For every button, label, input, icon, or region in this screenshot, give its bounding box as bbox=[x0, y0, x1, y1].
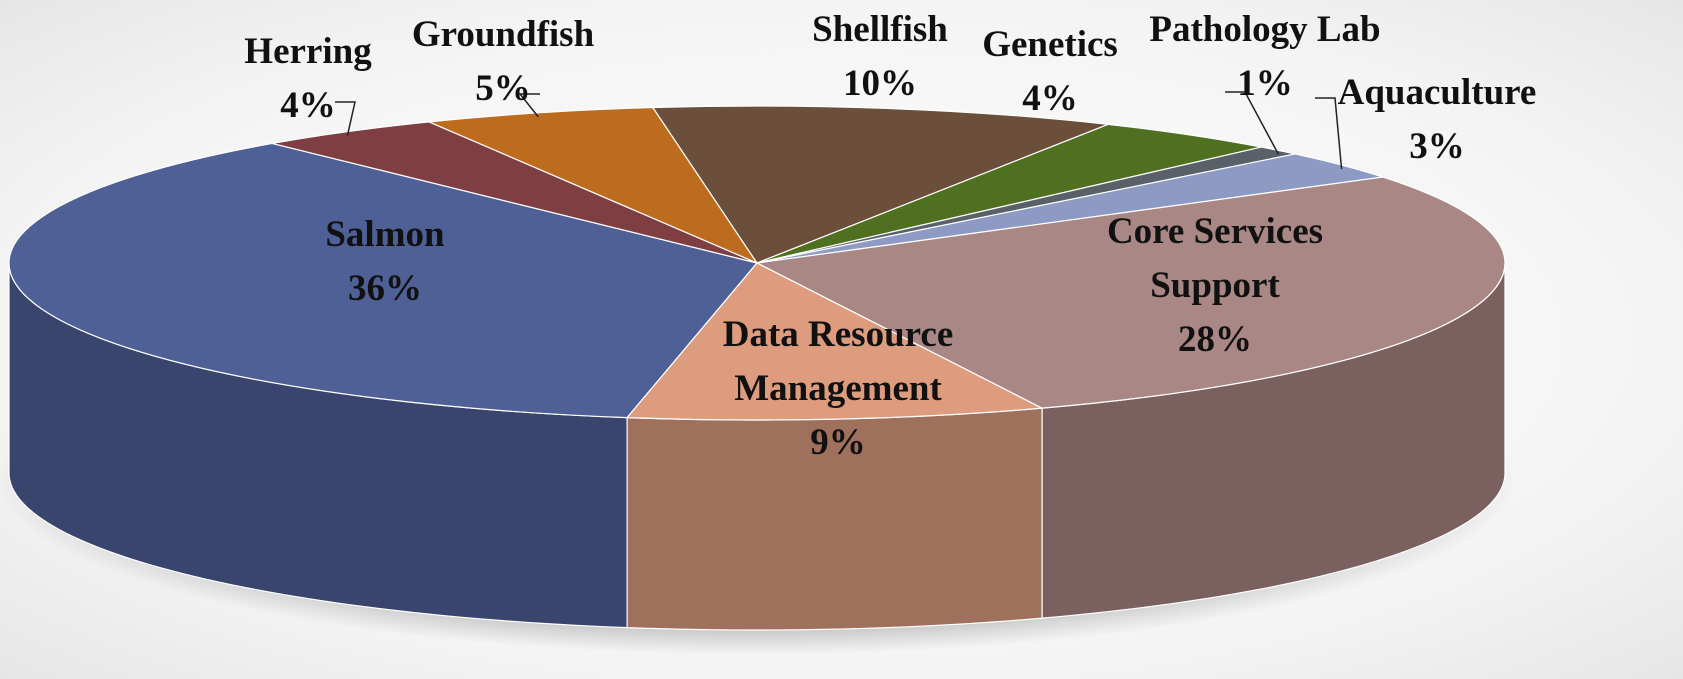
slice-label: Genetics 4% bbox=[950, 18, 1150, 126]
slice-label: Data Resource Management 9% bbox=[688, 308, 988, 470]
slice bbox=[8, 142, 759, 419]
slice-label: Aquaculture 3% bbox=[1307, 66, 1567, 174]
slice-value: 4% bbox=[280, 85, 336, 126]
slice-value: 4% bbox=[1022, 78, 1078, 119]
slice bbox=[426, 106, 759, 265]
slice-label: Groundfish 5% bbox=[373, 8, 633, 116]
slice bbox=[625, 262, 1045, 421]
slice-label: Pathology Lab 1% bbox=[1115, 3, 1415, 111]
slice-name: Aquaculture bbox=[1337, 72, 1537, 113]
slice bbox=[272, 121, 758, 264]
slice-value: 10% bbox=[843, 63, 917, 104]
slice-name: Core Services Support bbox=[1106, 211, 1324, 306]
slice-name: Shellfish bbox=[812, 9, 948, 50]
slice-value: 36% bbox=[348, 268, 422, 309]
slice-value: 5% bbox=[475, 68, 531, 109]
leader-line bbox=[518, 93, 540, 118]
slice-label: Shellfish 10% bbox=[750, 3, 1010, 111]
slice-label: Herring 4% bbox=[208, 25, 408, 133]
slice-name: Data Resource Management bbox=[722, 314, 954, 409]
slice-value: 1% bbox=[1237, 63, 1293, 104]
slice-value: 9% bbox=[810, 422, 866, 463]
slice-name: Salmon bbox=[325, 214, 445, 255]
leader-line bbox=[1315, 97, 1343, 170]
slice-value: 28% bbox=[1178, 319, 1252, 360]
slice-name: Pathology Lab bbox=[1149, 9, 1381, 50]
leader-line bbox=[1225, 91, 1280, 155]
slice-value: 3% bbox=[1409, 126, 1465, 167]
slice bbox=[651, 105, 1109, 264]
slice-name: Herring bbox=[244, 31, 372, 72]
slice bbox=[755, 176, 1506, 409]
slice-label: Core Services Support 28% bbox=[1065, 205, 1365, 367]
slice-label: Salmon 36% bbox=[235, 208, 535, 316]
slice-name: Groundfish bbox=[411, 14, 595, 55]
slice-name: Genetics bbox=[982, 24, 1118, 65]
slice bbox=[756, 123, 1262, 264]
leader-line bbox=[335, 101, 356, 136]
